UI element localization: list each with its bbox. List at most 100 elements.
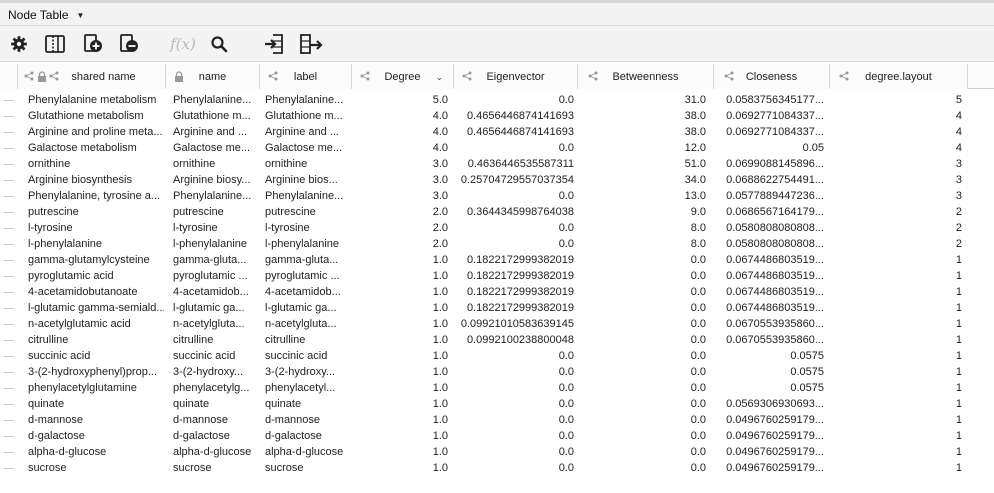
cell-name[interactable]: Galactose me... [173,142,251,154]
cell-closeness[interactable]: 0.0674486803519... [726,286,824,298]
cell-degree-layout[interactable]: 2 [955,222,962,234]
cell-name[interactable]: succinic acid [173,350,236,362]
cell-label[interactable]: l-phenylalanine [265,238,339,250]
cell-eigenvector[interactable]: 0.0 [558,366,574,378]
row-header[interactable] [4,228,14,229]
cell-shared-name[interactable]: n-acetylglutamic acid [28,318,131,330]
cell-closeness[interactable]: 0.0496760259179... [726,430,824,442]
cell-degree-layout[interactable]: 3 [955,174,962,186]
cell-eigenvector[interactable]: 0.0 [558,142,574,154]
cell-closeness[interactable]: 0.0575 [790,350,824,362]
cell-closeness[interactable]: 0.0670553935860... [726,334,824,346]
cell-shared-name[interactable]: 4-acetamidobutanoate [28,286,138,298]
cell-closeness[interactable]: 0.0580808080808... [726,238,824,250]
cell-betweenness[interactable]: 9.0 [690,206,706,218]
column-header-name[interactable]: name [166,64,260,89]
cell-degree-layout[interactable]: 3 [955,158,962,170]
cell-shared-name[interactable]: citrulline [28,334,69,346]
cell-degree[interactable]: 1.0 [432,270,448,282]
cell-betweenness[interactable]: 0.0 [690,414,706,426]
column-header-degree-layout[interactable]: degree.layout [830,64,968,89]
cell-name[interactable]: citrulline [173,334,214,346]
cell-closeness[interactable]: 0.0692771084337... [726,126,824,138]
cell-degree-layout[interactable]: 4 [955,142,962,154]
search-button[interactable] [205,30,233,58]
cell-shared-name[interactable]: Galactose metabolism [28,142,137,154]
cell-label[interactable]: Arginine bios... [265,174,338,186]
cell-degree[interactable]: 1.0 [432,414,448,426]
table-row[interactable]: ornithine ornithine ornithine 3.0 0.46364465… [0,156,994,172]
cell-name[interactable]: n-acetylgluta... [173,318,245,330]
cell-label[interactable]: Arginine and ... [265,126,339,138]
cell-degree-layout[interactable]: 1 [955,286,962,298]
cell-degree[interactable]: 4.0 [432,126,448,138]
cell-shared-name[interactable]: Phenylalanine, tyrosine a... [28,190,161,202]
cell-betweenness[interactable]: 8.0 [690,238,706,250]
cell-label[interactable]: gamma-gluta... [265,254,339,266]
cell-degree-layout[interactable]: 4 [955,110,962,122]
table-row[interactable]: l-tyrosine l-tyrosine l-tyrosine 2.0 0.0 8.0 0… [0,220,994,236]
cell-shared-name[interactable]: alpha-d-glucose [28,446,107,458]
cell-degree-layout[interactable]: 4 [955,126,962,138]
cell-label[interactable]: Galactose me... [265,142,343,154]
cell-closeness[interactable]: 0.05 [802,142,824,154]
import-table-button[interactable] [261,30,289,58]
cell-betweenness[interactable]: 0.0 [690,334,706,346]
cell-eigenvector[interactable]: 0.0 [558,190,574,202]
cell-betweenness[interactable]: 0.0 [690,350,706,362]
table-row[interactable]: succinic acid succinic acid succinic acid 1… [0,348,994,364]
cell-degree[interactable]: 3.0 [432,158,448,170]
cell-degree[interactable]: 1.0 [432,366,448,378]
cell-label[interactable]: quinate [265,398,302,410]
cell-eigenvector[interactable]: 0.3644345998764038 [466,206,574,218]
cell-degree[interactable]: 1.0 [432,286,448,298]
cell-name[interactable]: 4-acetamidob... [173,286,249,298]
cell-closeness[interactable]: 0.0692771084337... [726,110,824,122]
cell-label[interactable]: 4-acetamidob... [265,286,341,298]
cell-shared-name[interactable]: l-tyrosine [28,222,73,234]
cell-shared-name[interactable]: phenylacetylglutamine [28,382,137,394]
cell-betweenness[interactable]: 38.0 [684,110,706,122]
cell-betweenness[interactable]: 0.0 [690,270,706,282]
table-row[interactable]: gamma-glutamylcysteine gamma-gluta... gamm… [0,252,994,268]
cell-shared-name[interactable]: putrescine [28,206,79,218]
cell-degree-layout[interactable]: 2 [955,206,962,218]
cell-eigenvector[interactable]: 0.4636446535587311 [467,158,574,170]
cell-eigenvector[interactable]: 0.09921010583639145 [460,318,574,330]
cell-degree-layout[interactable]: 1 [955,334,962,346]
row-header[interactable] [4,212,14,213]
row-header[interactable] [4,244,14,245]
table-row[interactable]: phenylacetylglutamine phenylacetylg... phe… [0,380,994,396]
cell-betweenness[interactable]: 13.0 [684,190,706,202]
table-row[interactable]: citrulline citrulline citrulline 1.0 0.09921… [0,332,994,348]
row-header[interactable] [4,292,14,293]
cell-betweenness[interactable]: 0.0 [690,254,706,266]
cell-label[interactable]: 3-(2-hydroxy... [265,366,336,378]
row-header[interactable] [4,100,14,101]
cell-degree[interactable]: 1.0 [432,430,448,442]
table-row[interactable]: n-acetylglutamic acid n-acetylgluta... n-a… [0,316,994,332]
cell-name[interactable]: quinate [173,398,210,410]
cell-name[interactable]: ornithine [173,158,216,170]
panel-title-dropdown[interactable]: Node Table ▼ [8,7,84,23]
cell-name[interactable]: putrescine [173,206,224,218]
table-row[interactable]: alpha-d-glucose alpha-d-glucose alpha-d-gl… [0,444,994,460]
cell-degree-layout[interactable]: 1 [955,318,962,330]
cell-closeness[interactable]: 0.0688622754491... [726,174,824,186]
row-header[interactable] [4,260,14,261]
table-row[interactable]: pyroglutamic acid pyroglutamic ... pyroglu… [0,268,994,284]
cell-degree[interactable]: 3.0 [432,174,448,186]
cell-degree[interactable]: 1.0 [432,254,448,266]
cell-name[interactable]: l-phenylalanine [173,238,247,250]
cell-closeness[interactable]: 0.0580808080808... [726,222,824,234]
cell-betweenness[interactable]: 0.0 [690,398,706,410]
function-builder-button[interactable]: f(x) [166,30,200,58]
cell-degree-layout[interactable]: 1 [955,430,962,442]
table-row[interactable]: putrescine putrescine putrescine 2.0 0.36443… [0,204,994,220]
row-header[interactable] [4,308,14,309]
row-header[interactable] [4,132,14,133]
cell-degree[interactable]: 5.0 [432,94,448,106]
cell-betweenness[interactable]: 0.0 [690,382,706,394]
cell-closeness[interactable]: 0.0569306930693... [726,398,824,410]
cell-name[interactable]: Phenylalanine... [173,94,252,106]
